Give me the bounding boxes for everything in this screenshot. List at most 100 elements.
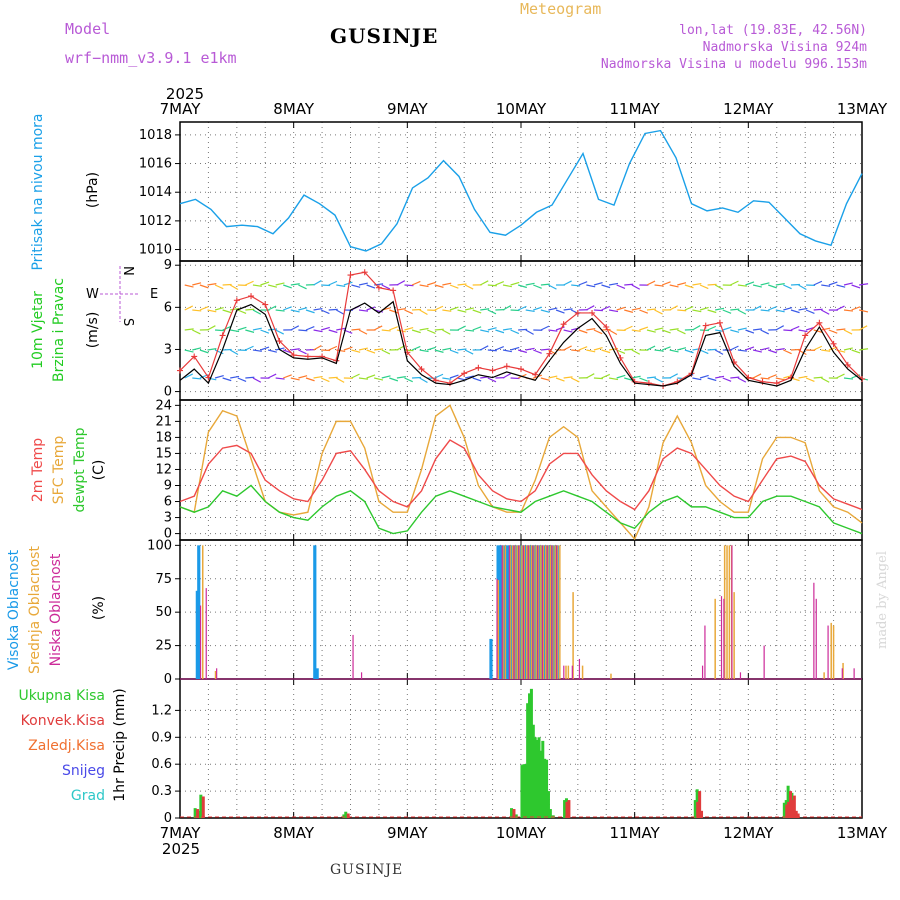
model-label: Model (65, 20, 111, 38)
wind-barb (684, 284, 694, 289)
wind-barb (207, 348, 217, 351)
wind-barb (267, 349, 277, 353)
wind-barb (692, 309, 702, 313)
precip-bar (344, 811, 348, 818)
model-altitude-label: Nadmorska Visina u modelu 996.153m (600, 57, 867, 72)
wind-barb (540, 348, 550, 351)
year-label-top: 2025 (166, 85, 204, 103)
wind-barb (730, 280, 739, 286)
wind-barb (821, 327, 831, 331)
wind-barb (427, 346, 436, 351)
wind-barb (745, 281, 755, 286)
cloud-bar (763, 645, 765, 679)
pressure-line (179, 129, 863, 252)
wind-barb (510, 329, 520, 335)
wind-barb (298, 284, 307, 290)
wind-barb (631, 284, 641, 290)
wind-barb (798, 375, 808, 379)
cloud-bar (541, 545, 544, 679)
x-date-label-top: 7MAY (160, 100, 202, 118)
pressure-ylabel: Pritisak na nivou mora (30, 113, 46, 270)
wind-barb (229, 284, 239, 290)
wind-barb (820, 309, 830, 315)
wind-barb (479, 280, 489, 286)
wind-barb (624, 377, 634, 381)
x-date-label-bottom: 11MAY (610, 824, 661, 842)
cloud-bar (610, 673, 612, 679)
wind-barb (260, 281, 270, 286)
year-label-bottom: 2025 (162, 840, 200, 858)
temp-ylabel-0: 2m Temp (30, 438, 46, 502)
wind-barb (570, 377, 580, 383)
wind-barb (707, 309, 717, 314)
wind-barb (260, 346, 270, 351)
wind-barb (449, 349, 459, 354)
cloud-bar (565, 665, 567, 679)
cloud-bar (514, 545, 516, 679)
cloud-bar (559, 545, 561, 679)
cloud-bar (572, 592, 574, 679)
wind-barb (222, 377, 232, 382)
wind-barb (502, 349, 512, 353)
temp-ylabel-1: SFC Temp (51, 436, 67, 505)
wind-barb (737, 284, 747, 287)
wind-barb (313, 329, 323, 333)
wind-barb (192, 329, 201, 335)
y-tick-label: 1014 (139, 185, 172, 200)
wind-barb (207, 283, 217, 286)
wind-barb (555, 326, 565, 331)
wind-barb (578, 329, 588, 334)
wind-barb (434, 305, 444, 311)
wind-barb (548, 307, 558, 311)
wind-barb (578, 281, 588, 286)
wind-barb (608, 329, 618, 335)
wind-barb (328, 329, 338, 334)
wind-barb (404, 284, 414, 287)
wind-barb (366, 284, 376, 289)
wind-barb (843, 309, 854, 312)
wind-gust-marker (489, 367, 496, 374)
cloud-bar (496, 578, 498, 679)
wind-gust-marker (276, 338, 283, 345)
wind-barb (411, 280, 421, 286)
wind-barb (366, 306, 376, 311)
wind-barb (646, 308, 656, 311)
wind-barb (313, 280, 322, 286)
wind-barb (571, 284, 581, 287)
x-date-label-bottom: 8MAY (273, 824, 315, 842)
wind-barb (465, 329, 475, 332)
wind-barb (305, 377, 315, 382)
wind-barb (752, 284, 762, 288)
wind-barb (790, 309, 800, 314)
wind-barb (646, 329, 656, 333)
wind-barb (381, 284, 391, 290)
wind-gust-marker (560, 321, 567, 328)
wind-barb (730, 345, 739, 351)
cloud-bar (214, 670, 217, 679)
wind-barb (267, 305, 277, 311)
precip-bar (520, 765, 524, 818)
wind-barb (321, 284, 331, 287)
wind-barb (404, 377, 413, 383)
wind-barb (230, 307, 240, 311)
cloud-bar (525, 545, 528, 679)
wind-barb (358, 347, 368, 351)
precip-bar (696, 801, 700, 818)
wind-barb (593, 377, 603, 380)
cloud-bar (578, 658, 581, 679)
cloud-bar (733, 592, 735, 679)
wind-barb (707, 377, 717, 382)
wind-barb (563, 308, 573, 311)
wind-barb (836, 373, 845, 379)
precip-bar (528, 693, 532, 818)
wind-barb (525, 329, 534, 335)
wind-barb (495, 281, 504, 286)
precip-bar (201, 796, 205, 818)
wind-barb (760, 329, 770, 335)
wind-barb (502, 373, 512, 379)
cloud-bar (567, 665, 570, 679)
wind-barb (487, 309, 497, 315)
cloud-bar (841, 668, 843, 679)
wind-barb (813, 329, 823, 333)
wind-barb (336, 377, 345, 383)
